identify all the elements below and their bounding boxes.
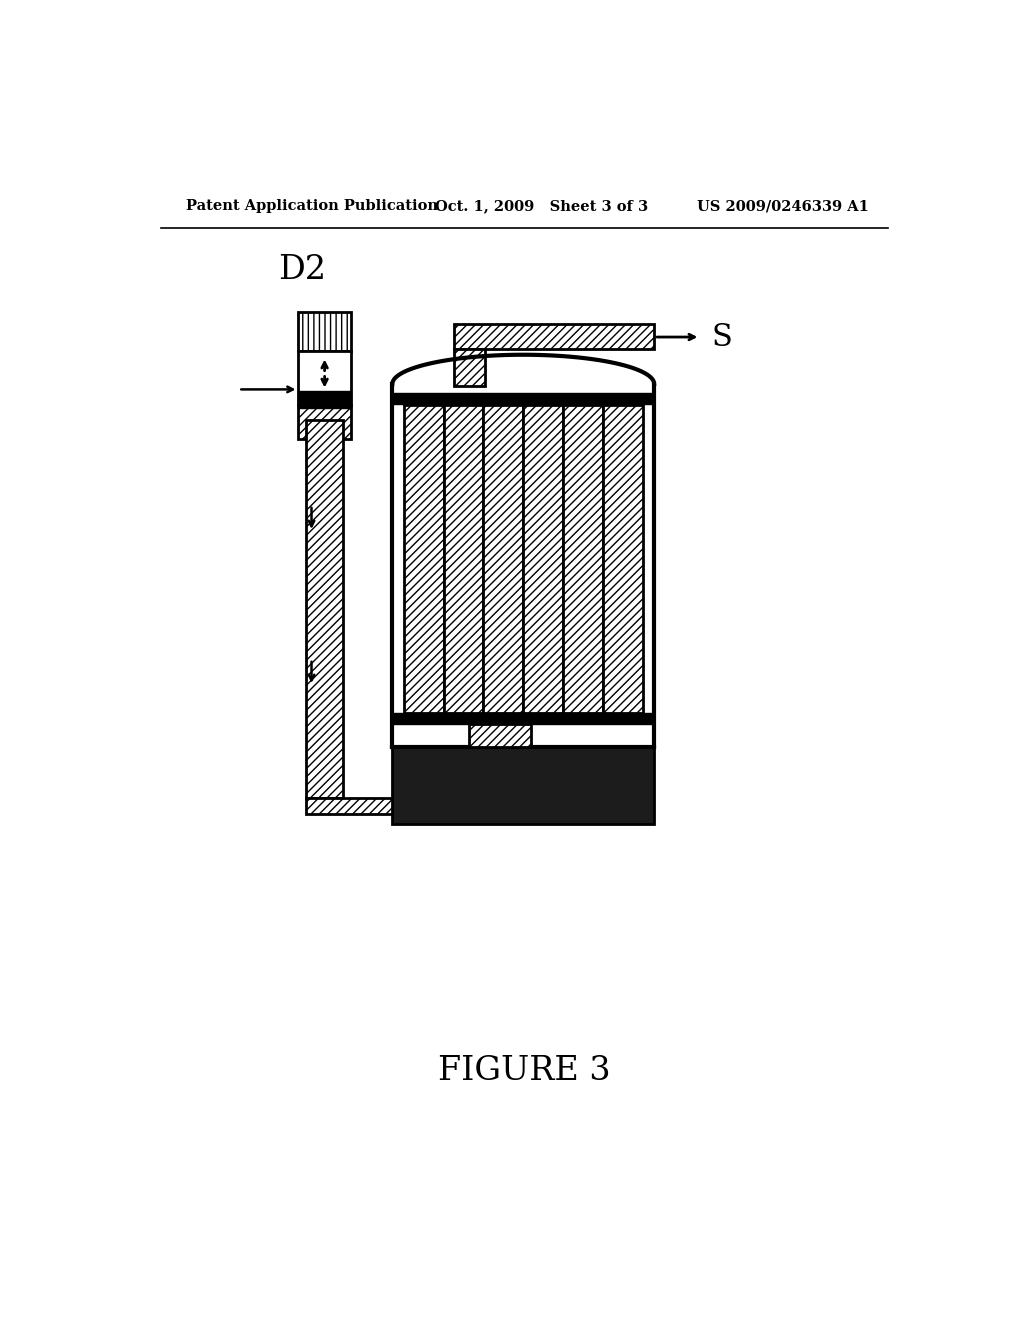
Polygon shape [454,350,484,385]
Bar [392,747,654,825]
Text: S: S [712,322,733,352]
Polygon shape [306,420,343,797]
Polygon shape [454,323,654,350]
Polygon shape [483,405,523,713]
Text: D2: D2 [279,253,327,286]
Bar [392,393,654,404]
Bar [298,391,351,408]
Polygon shape [603,405,643,713]
FancyBboxPatch shape [392,355,654,413]
Text: FIGURE 3: FIGURE 3 [438,1055,611,1086]
Polygon shape [403,405,443,713]
Polygon shape [298,313,351,351]
Text: Oct. 1, 2009   Sheet 3 of 3: Oct. 1, 2009 Sheet 3 of 3 [435,199,648,213]
Polygon shape [298,405,351,440]
Polygon shape [298,351,351,405]
Polygon shape [443,405,483,713]
Bar [392,384,654,747]
Text: US 2009/0246339 A1: US 2009/0246339 A1 [696,199,868,213]
Text: Patent Application Publication: Patent Application Publication [186,199,438,213]
Polygon shape [469,725,531,747]
Polygon shape [306,797,423,814]
Polygon shape [563,405,603,713]
Bar [392,713,654,723]
Polygon shape [523,405,563,713]
